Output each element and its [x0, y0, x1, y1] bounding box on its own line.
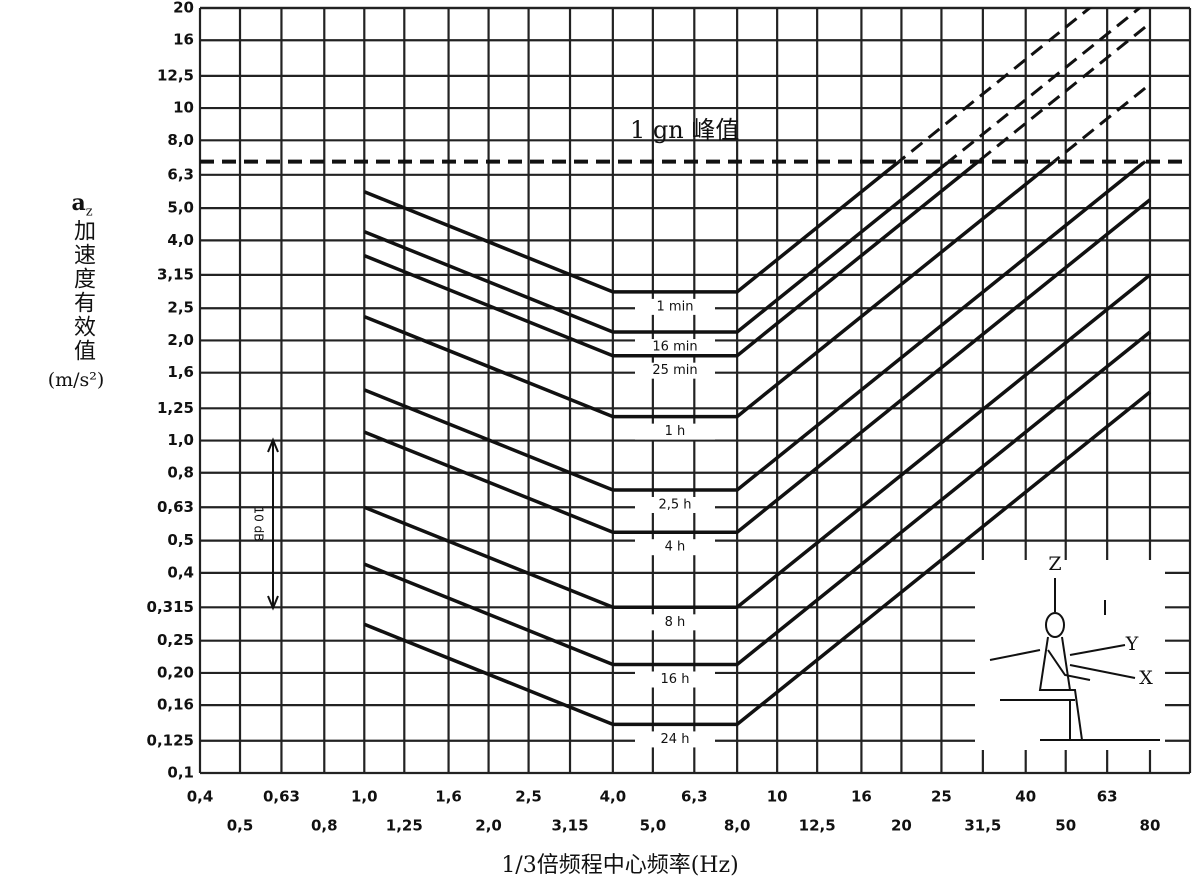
- y-text: 加速度有效值: [70, 219, 95, 364]
- x-tick-label: 0,8: [311, 817, 338, 835]
- exposure-line: [363, 161, 1057, 419]
- y-tick-label: 0,16: [157, 696, 194, 714]
- x-tick-label: 2,5: [515, 788, 542, 806]
- exposure-line-extension: [975, 22, 1151, 162]
- label-backdrop: [634, 731, 715, 748]
- y-tick-label: 3,15: [157, 265, 194, 283]
- x-tick-label: 5,0: [640, 817, 667, 835]
- x-tick-label: 3,15: [552, 817, 589, 835]
- series-label: 8 h: [665, 615, 686, 630]
- series-label: 2,5 h: [658, 497, 691, 512]
- label-backdrop: [634, 539, 715, 556]
- y-unit: (m/s²): [47, 369, 105, 392]
- x-tick-label: 8,0: [724, 817, 751, 835]
- y-tick-label: 0,5: [167, 531, 194, 549]
- y-tick-label: 8,0: [167, 131, 194, 149]
- x-tick-label: 10: [767, 788, 788, 806]
- y-tick-label: 2,0: [167, 331, 194, 349]
- x-tick-label: 25: [931, 788, 952, 806]
- x-tick-label: 1,25: [386, 817, 423, 835]
- label-backdrop: [634, 671, 715, 688]
- series-label: 16 min: [652, 340, 697, 355]
- y-tick-label: 0,20: [157, 663, 194, 681]
- x-tick-label: 20: [891, 817, 912, 835]
- exposure-line: [363, 161, 1148, 492]
- y-tick-label: 0,63: [157, 498, 194, 516]
- axis-z: Z: [1048, 553, 1061, 575]
- exposure-line: [363, 330, 1152, 667]
- x-tick-label: 0,63: [263, 788, 300, 806]
- y-tick-label: 0,25: [157, 631, 194, 649]
- y-tick-label: 0,315: [147, 598, 194, 616]
- y-tick-label: 5,0: [167, 199, 194, 217]
- y-tick-label: 16: [173, 31, 194, 49]
- y-axis-title: az 加速度有效值 (m/s²): [48, 190, 112, 391]
- exposure-line: [363, 390, 1152, 727]
- y-tick-label: 0,125: [147, 731, 194, 749]
- axis-x: X: [1139, 667, 1153, 689]
- x-tick-label: 1,0: [351, 788, 378, 806]
- exposure-line: [363, 198, 1152, 534]
- exposure-line: [363, 161, 902, 294]
- x-tick-label: 2,0: [475, 817, 502, 835]
- series-label: 25 min: [652, 363, 697, 378]
- x-tick-label: 1,6: [435, 788, 462, 806]
- x-tick-label: 80: [1140, 817, 1161, 835]
- label-backdrop: [634, 298, 715, 315]
- y-tick-label: 0,4: [167, 563, 194, 581]
- series-label: 1 min: [657, 299, 694, 314]
- y-tick-label: 1,6: [167, 363, 194, 381]
- db-arrowheads: [267, 437, 279, 611]
- x-tick-label: 6,3: [681, 788, 708, 806]
- y-subscript: z: [85, 204, 93, 220]
- label-backdrop: [634, 339, 715, 356]
- series-label: 1 h: [665, 424, 686, 439]
- seated-figure: [989, 578, 1160, 741]
- label-backdrop: [634, 423, 715, 440]
- series-label: 16 h: [661, 672, 690, 687]
- y-tick-label: 1,25: [157, 399, 194, 417]
- y-tick-label: 1,0: [167, 431, 194, 449]
- y-tick-label: 0,8: [167, 463, 194, 481]
- exposure-line: [363, 273, 1152, 610]
- x-tick-label: 50: [1055, 817, 1076, 835]
- y-tick-label: 0,1: [167, 764, 194, 782]
- x-axis-title: 1/3倍频程中心频率(Hz): [501, 853, 738, 878]
- x-tick-label: 0,5: [227, 817, 254, 835]
- x-tick-label: 63: [1097, 788, 1118, 806]
- y-tick-label: 4,0: [167, 231, 194, 249]
- y-symbol: a: [71, 190, 86, 216]
- series-label: 24 h: [661, 732, 690, 747]
- x-tick-label: 40: [1015, 788, 1036, 806]
- y-tick-label: 12,5: [157, 66, 194, 84]
- peak-label: 1 gn 峰值: [630, 116, 739, 144]
- y-tick-label: 6,3: [167, 165, 194, 183]
- exposure-line: [363, 161, 981, 358]
- exposure-line-extension: [364, 200, 1150, 533]
- series-label: 4 h: [665, 540, 686, 555]
- y-tick-label: 20: [173, 0, 194, 17]
- exposure-line: [363, 161, 952, 334]
- exposure-line-extension: [946, 8, 1142, 162]
- label-backdrop: [634, 496, 715, 513]
- x-tick-label: 31,5: [964, 817, 1001, 835]
- y-tick-label: 2,5: [167, 299, 194, 317]
- label-backdrop: [634, 362, 715, 379]
- db-annotation: 10 dB: [252, 507, 266, 542]
- label-backdrop: [634, 614, 715, 631]
- x-tick-label: 16: [851, 788, 872, 806]
- x-tick-label: 0,4: [187, 788, 214, 806]
- x-tick-label: 4,0: [600, 788, 627, 806]
- y-tick-label: 10: [173, 99, 194, 117]
- x-tick-label: 12,5: [799, 817, 836, 835]
- exposure-line-extension: [896, 8, 1093, 162]
- axis-y: Y: [1125, 633, 1139, 655]
